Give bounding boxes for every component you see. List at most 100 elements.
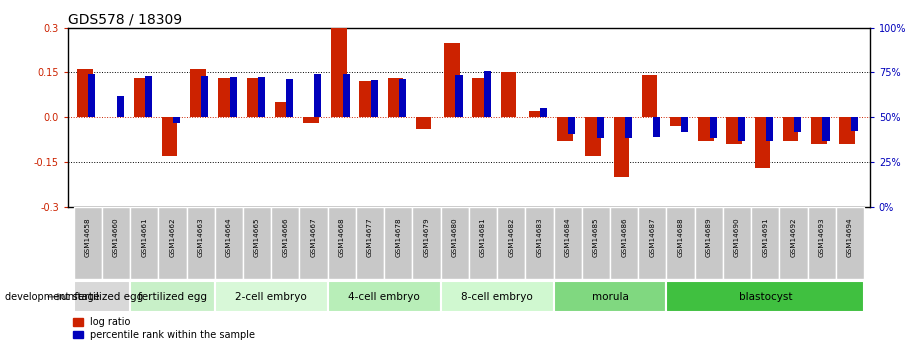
Bar — [258, 77, 265, 117]
Text: GSM14687: GSM14687 — [650, 218, 655, 257]
Bar — [218, 78, 234, 117]
FancyBboxPatch shape — [356, 207, 384, 279]
Bar — [641, 76, 658, 117]
Text: GSM14694: GSM14694 — [847, 218, 853, 257]
FancyBboxPatch shape — [554, 207, 582, 279]
FancyBboxPatch shape — [271, 207, 300, 279]
Text: GSM14667: GSM14667 — [311, 218, 316, 257]
Text: GSM14679: GSM14679 — [423, 218, 429, 257]
Bar — [766, 117, 773, 141]
FancyBboxPatch shape — [610, 207, 638, 279]
Bar — [133, 78, 149, 117]
Text: GSM14664: GSM14664 — [226, 218, 232, 257]
Bar — [173, 117, 180, 123]
FancyBboxPatch shape — [215, 207, 243, 279]
Text: GSM14682: GSM14682 — [508, 218, 515, 257]
FancyBboxPatch shape — [73, 281, 130, 312]
Text: blastocyst: blastocyst — [738, 292, 792, 302]
Text: GSM14680: GSM14680 — [452, 218, 458, 257]
Bar — [388, 78, 403, 117]
Bar — [162, 117, 178, 156]
FancyBboxPatch shape — [779, 207, 807, 279]
Text: GSM14658: GSM14658 — [85, 218, 91, 257]
Bar — [529, 111, 545, 117]
Bar — [201, 76, 208, 117]
Bar — [823, 117, 830, 141]
FancyBboxPatch shape — [723, 207, 751, 279]
Bar — [472, 78, 488, 117]
Text: development stage: development stage — [5, 292, 99, 302]
FancyBboxPatch shape — [751, 207, 779, 279]
Text: GSM14677: GSM14677 — [367, 218, 373, 257]
Bar — [501, 72, 516, 117]
Bar — [229, 77, 236, 117]
Bar — [613, 117, 629, 177]
Bar — [246, 78, 262, 117]
FancyBboxPatch shape — [101, 207, 130, 279]
Text: GSM14685: GSM14685 — [593, 218, 599, 257]
Text: fertilized egg: fertilized egg — [138, 292, 207, 302]
Bar — [117, 96, 124, 117]
Text: GSM14665: GSM14665 — [254, 218, 260, 257]
Bar — [399, 79, 406, 117]
Text: 2-cell embryo: 2-cell embryo — [236, 292, 307, 302]
Bar — [568, 117, 575, 134]
Bar — [653, 117, 660, 137]
Bar — [332, 28, 347, 117]
Bar — [416, 117, 431, 129]
Bar — [557, 117, 573, 141]
Bar — [371, 80, 378, 117]
FancyBboxPatch shape — [73, 207, 101, 279]
Text: GSM14683: GSM14683 — [536, 218, 543, 257]
Text: GDS578 / 18309: GDS578 / 18309 — [68, 12, 182, 27]
FancyBboxPatch shape — [638, 207, 667, 279]
Text: GSM14663: GSM14663 — [198, 218, 204, 257]
Bar — [540, 108, 547, 117]
Text: GSM14666: GSM14666 — [283, 218, 288, 257]
Bar — [275, 102, 290, 117]
Bar — [190, 69, 206, 117]
FancyBboxPatch shape — [440, 207, 469, 279]
FancyBboxPatch shape — [328, 281, 440, 312]
Bar — [709, 117, 717, 138]
Text: morula: morula — [592, 292, 629, 302]
Text: 8-cell embryo: 8-cell embryo — [461, 292, 533, 302]
Bar — [737, 117, 745, 141]
Bar — [444, 42, 459, 117]
FancyBboxPatch shape — [130, 207, 159, 279]
Bar — [840, 117, 855, 144]
Text: GSM14688: GSM14688 — [678, 218, 684, 257]
Text: GSM14686: GSM14686 — [622, 218, 627, 257]
Bar — [89, 74, 95, 117]
Text: GSM14681: GSM14681 — [480, 218, 486, 257]
Bar — [585, 117, 601, 156]
FancyBboxPatch shape — [695, 207, 723, 279]
Text: GSM14678: GSM14678 — [395, 218, 401, 257]
FancyBboxPatch shape — [497, 207, 525, 279]
Text: GSM14693: GSM14693 — [819, 218, 824, 257]
FancyBboxPatch shape — [807, 207, 836, 279]
Bar — [303, 117, 319, 123]
Bar — [670, 117, 686, 126]
Bar — [360, 81, 375, 117]
Bar — [699, 117, 714, 141]
Text: GSM14668: GSM14668 — [339, 218, 345, 257]
Text: 4-cell embryo: 4-cell embryo — [348, 292, 420, 302]
FancyBboxPatch shape — [582, 207, 610, 279]
FancyBboxPatch shape — [469, 207, 497, 279]
Text: GSM14689: GSM14689 — [706, 218, 712, 257]
FancyBboxPatch shape — [328, 207, 356, 279]
Bar — [145, 76, 152, 117]
Text: unfertilized egg: unfertilized egg — [61, 292, 143, 302]
Bar — [727, 117, 742, 144]
Bar — [484, 71, 491, 117]
Legend: log ratio, percentile rank within the sample: log ratio, percentile rank within the sa… — [72, 317, 255, 340]
Bar — [851, 117, 858, 131]
FancyBboxPatch shape — [667, 207, 695, 279]
FancyBboxPatch shape — [300, 207, 328, 279]
Bar — [795, 117, 801, 132]
Text: GSM14661: GSM14661 — [141, 218, 147, 257]
Bar — [783, 117, 798, 141]
Text: GSM14662: GSM14662 — [169, 218, 176, 257]
Bar — [342, 74, 350, 117]
